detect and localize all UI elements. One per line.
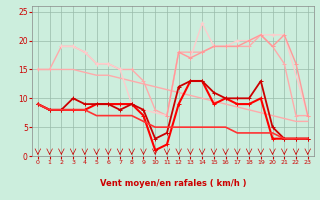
X-axis label: Vent moyen/en rafales ( km/h ): Vent moyen/en rafales ( km/h ) <box>100 179 246 188</box>
